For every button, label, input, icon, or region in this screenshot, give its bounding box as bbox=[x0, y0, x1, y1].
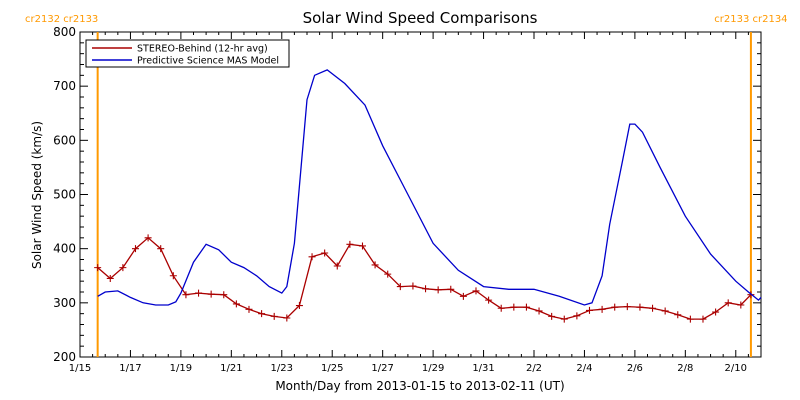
series-point bbox=[295, 302, 303, 310]
series-point bbox=[358, 242, 366, 250]
carrington-label: cr2133 cr2134 bbox=[714, 14, 787, 25]
x-tick-label: 1/15 bbox=[69, 363, 91, 374]
carrington-lines bbox=[96, 32, 752, 357]
chart-title: Solar Wind Speed Comparisons bbox=[303, 9, 538, 27]
series-point bbox=[636, 303, 644, 311]
plot-area-frame bbox=[79, 31, 762, 358]
legend-label: Predictive Science MAS Model bbox=[137, 56, 279, 67]
y-tick-label: 800 bbox=[53, 25, 76, 39]
legend-label: STEREO-Behind (12-hr avg) bbox=[137, 44, 268, 55]
series-point bbox=[699, 315, 707, 323]
series-point bbox=[522, 303, 530, 311]
x-axis: 1/15 1/17 1/19 1/21 1/23 1/25 1/27 1/29 1/31 2/2 2… bbox=[69, 32, 749, 374]
legend-box bbox=[85, 39, 290, 68]
series-point bbox=[737, 301, 745, 309]
x-tick-label: 2/4 bbox=[576, 363, 592, 374]
series-point bbox=[157, 245, 165, 253]
y-axis: 200 300 400 500 600 700 800 bbox=[53, 25, 761, 364]
y-tick-label: 200 bbox=[53, 350, 76, 364]
series-point bbox=[195, 289, 203, 297]
series-point bbox=[106, 274, 114, 282]
series-point bbox=[270, 312, 278, 320]
y-tick-label: 500 bbox=[53, 188, 76, 202]
series-point bbox=[207, 290, 215, 298]
y-axis-label: Solar Wind Speed (km/s) bbox=[30, 121, 44, 269]
series-point bbox=[535, 307, 543, 315]
carrington-label: cr2132 cr2133 bbox=[25, 14, 98, 25]
series-point bbox=[497, 304, 505, 312]
series-point bbox=[283, 314, 291, 322]
x-tick-label: 2/10 bbox=[725, 363, 747, 374]
carrington-labels: cr2132 cr2133 cr2133 cr2134 bbox=[25, 14, 788, 25]
series-point bbox=[131, 245, 139, 253]
x-tick-label: 2/6 bbox=[627, 363, 643, 374]
series-point bbox=[434, 286, 442, 294]
series-point bbox=[472, 287, 480, 295]
y-tick-label: 600 bbox=[53, 133, 76, 147]
series-point bbox=[585, 306, 593, 314]
x-tick-label: 2/2 bbox=[526, 363, 542, 374]
series-line-1 bbox=[97, 69, 762, 306]
x-axis-label: Month/Day from 2013-01-15 to 2013-02-11 … bbox=[275, 379, 564, 393]
series-point bbox=[510, 303, 518, 311]
series-point bbox=[169, 272, 177, 280]
x-tick-label: 1/25 bbox=[321, 363, 343, 374]
series-point bbox=[321, 249, 329, 257]
series-point bbox=[686, 315, 694, 323]
legend: STEREO-Behind (12-hr avg)Predictive Scie… bbox=[85, 39, 290, 68]
x-tick-label: 1/29 bbox=[422, 363, 444, 374]
series-point bbox=[649, 304, 657, 312]
series-point bbox=[94, 264, 102, 272]
series-point bbox=[611, 303, 619, 311]
series-point bbox=[182, 291, 190, 299]
x-tick-label: 1/19 bbox=[170, 363, 192, 374]
x-tick-label: 1/17 bbox=[119, 363, 141, 374]
series-point bbox=[384, 270, 392, 278]
series-point bbox=[308, 253, 316, 261]
series-point bbox=[258, 310, 266, 318]
x-tick-label: 1/31 bbox=[472, 363, 494, 374]
series-point bbox=[371, 261, 379, 269]
series-point bbox=[674, 311, 682, 319]
series-point bbox=[232, 300, 240, 308]
series-point bbox=[333, 262, 341, 270]
y-tick-label: 300 bbox=[53, 296, 76, 310]
series-point bbox=[724, 299, 732, 307]
series-point bbox=[459, 292, 467, 300]
series-lines bbox=[94, 69, 762, 323]
series-point bbox=[560, 315, 568, 323]
y-tick-label: 400 bbox=[53, 242, 76, 256]
y-tick-label: 700 bbox=[53, 79, 76, 93]
series-point bbox=[119, 264, 127, 272]
series-point bbox=[245, 305, 253, 313]
series-point bbox=[661, 307, 669, 315]
series-point bbox=[346, 240, 354, 248]
series-point bbox=[712, 308, 720, 316]
series-point bbox=[409, 282, 417, 290]
x-tick-label: 2/8 bbox=[677, 363, 693, 374]
series-point bbox=[598, 305, 606, 313]
x-tick-label: 1/27 bbox=[371, 363, 393, 374]
series-point bbox=[548, 312, 556, 320]
x-tick-label: 1/23 bbox=[271, 363, 293, 374]
series-point bbox=[447, 285, 455, 293]
series-point bbox=[485, 296, 493, 304]
series-point bbox=[422, 285, 430, 293]
series-point bbox=[623, 303, 631, 311]
series-point bbox=[220, 291, 228, 299]
series-point bbox=[144, 234, 152, 242]
x-tick-label: 1/21 bbox=[220, 363, 242, 374]
series-point bbox=[573, 312, 581, 320]
series-point bbox=[396, 283, 404, 291]
